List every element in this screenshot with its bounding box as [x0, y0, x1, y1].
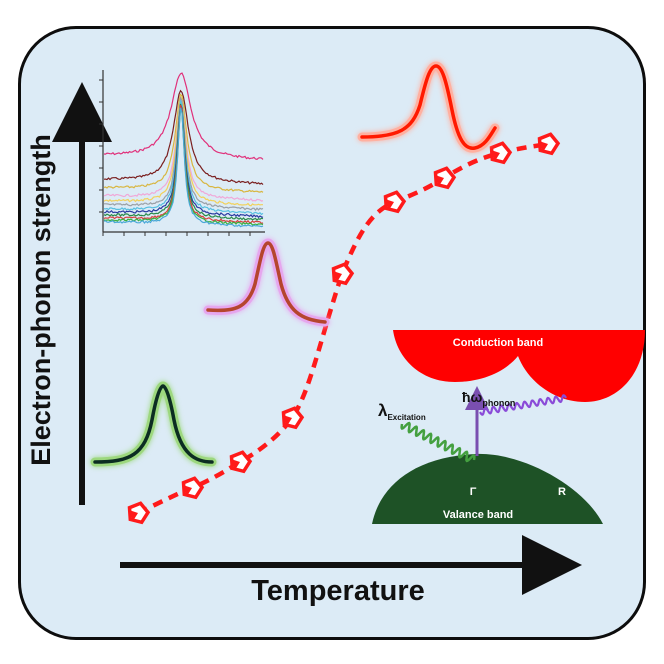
excitation-symbol: λ	[378, 401, 388, 420]
peak-red-core	[360, 64, 497, 150]
spectrum-line	[103, 104, 264, 219]
pentagon-marker	[537, 132, 561, 156]
spectrum-line	[103, 100, 264, 216]
r-label: R	[558, 486, 566, 498]
pentagon-marker	[331, 262, 355, 286]
pentagon-marker	[281, 406, 305, 430]
spectrum-line	[103, 107, 264, 228]
conduction-band-label: Conduction band	[453, 337, 543, 349]
gamma-label: Γ	[470, 486, 477, 498]
pentagon-marker	[383, 190, 407, 214]
peak-pink-core	[206, 241, 327, 324]
inset-spectra	[99, 70, 265, 236]
conduction-band	[393, 330, 645, 402]
pentagon-marker	[489, 141, 513, 165]
peak-green-core	[93, 384, 214, 464]
phonon-wave	[479, 394, 567, 416]
spectrum-line	[104, 95, 264, 212]
excitation-label: λExcitation	[378, 401, 426, 422]
phonon-symbol: ħω	[462, 389, 483, 405]
y-axis-label: Electron-phonon strength	[26, 134, 56, 465]
excitation-wave	[400, 421, 476, 463]
valence-band-label: Valance band	[443, 509, 513, 521]
spectrum-line	[103, 89, 264, 186]
pentagon-marker	[127, 501, 151, 525]
phonon-subscript: phonon	[482, 398, 515, 408]
marker-layer	[127, 132, 561, 525]
trend-curve	[137, 141, 549, 516]
pentagon-marker	[229, 450, 253, 474]
peak-green	[90, 381, 217, 467]
spectrum-line	[103, 72, 264, 161]
pentagon-marker	[181, 476, 205, 500]
spectrum-line	[103, 93, 264, 193]
phonon-label: ħωphonon	[462, 389, 515, 408]
pentagon-marker	[433, 166, 457, 190]
valence-band	[372, 453, 603, 524]
excitation-subscript: Excitation	[387, 413, 425, 422]
x-axis-label: Temperature	[251, 575, 425, 607]
